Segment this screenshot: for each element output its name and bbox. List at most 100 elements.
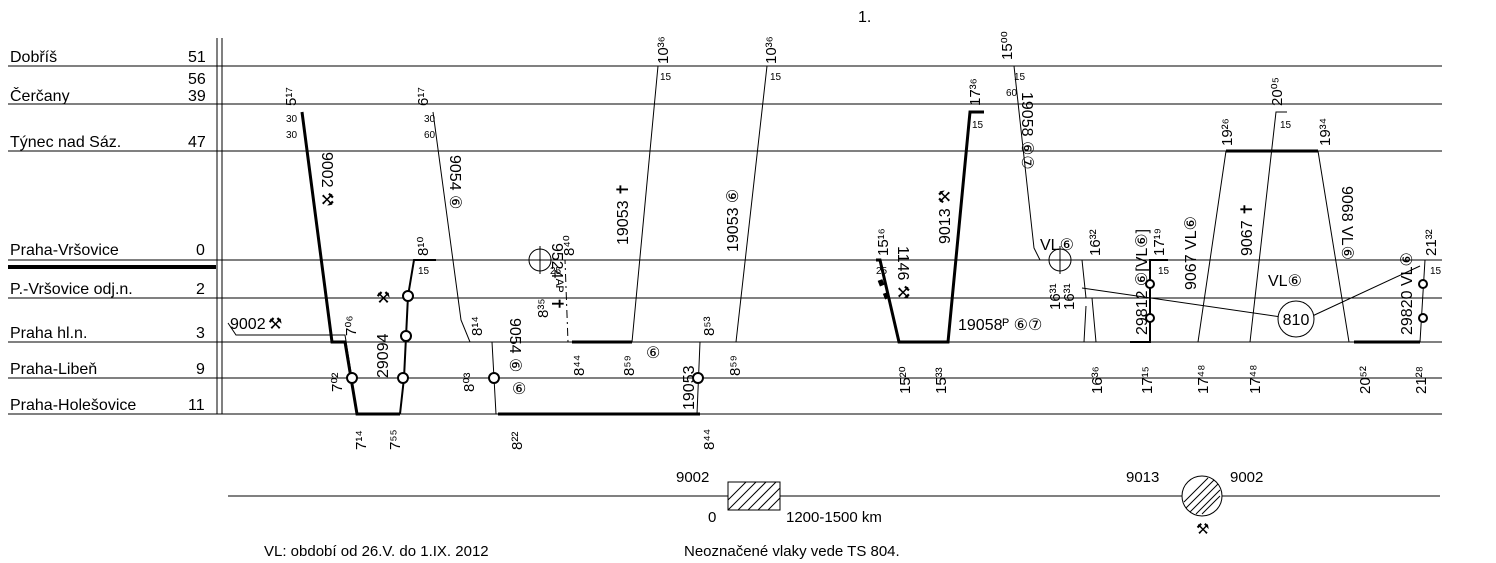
legend-hatched-circle bbox=[1181, 475, 1223, 517]
train-label-19053c: 19053 bbox=[681, 365, 698, 410]
train-label-19053b: 19053 ⑥ bbox=[725, 189, 742, 252]
station-markers bbox=[346, 279, 1428, 384]
train-label-29812: 29812 ⑥[VL⑥] bbox=[1134, 229, 1151, 335]
time: 15¹⁶ bbox=[875, 228, 892, 256]
station-name: Čerčany bbox=[10, 86, 70, 105]
small-number: 25 bbox=[876, 266, 888, 277]
legend-hatch-lines bbox=[727, 481, 781, 511]
station-km: 0 bbox=[196, 242, 205, 259]
small-number: 15 bbox=[1280, 120, 1292, 131]
time: 7⁰⁶ bbox=[343, 315, 360, 336]
time: 17¹⁵ bbox=[1139, 366, 1156, 394]
train-label-19058p: 19058ᴾ ⑥⑦ bbox=[958, 317, 1042, 334]
small-number: 15 bbox=[660, 72, 672, 83]
time: 16³⁶ bbox=[1089, 366, 1106, 394]
time: 16³¹ bbox=[1061, 283, 1078, 310]
time: 7⁵⁵ bbox=[387, 429, 404, 450]
time: 8²² bbox=[509, 432, 526, 450]
station-name: Praha-Vršovice bbox=[10, 242, 119, 259]
train-label-19053a: 19053 ✝ bbox=[615, 183, 632, 245]
page-number: 1. bbox=[858, 9, 871, 26]
legend-circle-left: 9013 bbox=[1126, 469, 1159, 486]
train-label-9067b: 9067 ✝ bbox=[1239, 203, 1256, 256]
station-name: Praha-Libeň bbox=[10, 361, 97, 378]
station-km: 9 bbox=[196, 361, 205, 378]
time: 8⁵³ bbox=[701, 316, 718, 336]
time: 16³¹ bbox=[1047, 283, 1064, 310]
time: 8⁵⁹ bbox=[621, 355, 638, 376]
train-label-9068: 9068 VL⑥ bbox=[1338, 186, 1355, 260]
train-label-9013: 9013 ⚒ bbox=[937, 190, 954, 244]
time: 17¹⁹ bbox=[1151, 228, 1168, 256]
train-label-29820: 29820 VL⑥ bbox=[1399, 252, 1416, 335]
time: 19³⁴ bbox=[1317, 118, 1334, 146]
time: 17⁴⁸ bbox=[1247, 365, 1264, 394]
time: 8¹⁴ bbox=[469, 316, 486, 336]
station-name: Praha-Holešovice bbox=[10, 397, 136, 414]
time-labels: 5¹⁷ 6¹⁷ 10³⁶ 10³⁶ 17³⁶ 15⁰⁰ 20⁰⁵ 19²⁶ 19… bbox=[283, 31, 1440, 450]
small-number: 30 bbox=[286, 114, 298, 125]
station-name: P.-Vršovice odj.n. bbox=[10, 281, 133, 298]
time: 8⁴⁰ bbox=[561, 235, 578, 256]
train-label-9054: 9054 ⑥ bbox=[446, 155, 463, 209]
circle-810-label: 810 bbox=[1283, 312, 1310, 329]
small-number: 15 bbox=[1430, 266, 1442, 277]
time: 8¹⁰ bbox=[415, 237, 432, 256]
legend: 9002 0 1200-1500 km 9013 9002 ⚒ bbox=[228, 469, 1440, 538]
time: 21²⁸ bbox=[1413, 366, 1430, 394]
station-labels: Dobříš 51 56 Čerčany 39 Týnec nad Sáz. 4… bbox=[10, 49, 206, 414]
station-km: 51 bbox=[188, 49, 206, 66]
small-number: 30 bbox=[286, 130, 298, 141]
train-path-9054 bbox=[432, 111, 700, 416]
train-path-19058 bbox=[960, 65, 1130, 343]
circle-810: 810 bbox=[1277, 300, 1315, 338]
station-name: Týnec nad Sáz. bbox=[10, 134, 121, 151]
station-km: 11 bbox=[188, 397, 205, 414]
time: 15³³ bbox=[933, 367, 950, 394]
small-number: 15 bbox=[1158, 266, 1170, 277]
train-label-9067a: 9067 VL⑥ bbox=[1183, 216, 1200, 290]
legend-circle-hatch bbox=[1183, 477, 1221, 515]
train-label-9524: 9524ᴬᴾ ✝ bbox=[548, 243, 565, 310]
time: 8⁴⁴ bbox=[701, 429, 718, 450]
circle6-label: ⑥ bbox=[646, 345, 660, 362]
time: 7⁰² bbox=[329, 373, 346, 392]
small-number: 15 bbox=[972, 120, 984, 131]
train-path-29812 bbox=[1130, 259, 1168, 343]
time: 8³⁵ bbox=[535, 298, 552, 318]
legend-circle-right: 9002 bbox=[1230, 469, 1263, 486]
station-km: 56 bbox=[188, 71, 206, 88]
time: 17⁴⁸ bbox=[1195, 365, 1212, 394]
legend-zero: 0 bbox=[708, 509, 716, 526]
time: 20⁰⁵ bbox=[1269, 77, 1286, 106]
time: 7¹⁴ bbox=[353, 430, 370, 450]
train-path-vl-link bbox=[1081, 287, 1289, 319]
legend-range: 1200-1500 km bbox=[786, 509, 882, 526]
train-path-9067 bbox=[1150, 111, 1318, 343]
train-path-vl-link-2 bbox=[1307, 265, 1421, 319]
small-number: 60 bbox=[1006, 88, 1018, 99]
legend-hammers-icon: ⚒ bbox=[1196, 521, 1209, 538]
time: 15²⁰ bbox=[897, 366, 914, 394]
train-label-9002-left: 9002 bbox=[230, 316, 266, 333]
small-number: 15 bbox=[1014, 72, 1026, 83]
crossing-markers bbox=[526, 246, 1074, 274]
time: 17³⁶ bbox=[967, 78, 984, 106]
train-path-19053 bbox=[570, 65, 781, 415]
train-label-19058: 19058 ⑥⑦ bbox=[1018, 92, 1035, 170]
small-number: 15 bbox=[770, 72, 782, 83]
time: 21³² bbox=[1423, 229, 1440, 256]
time: 19²⁶ bbox=[1219, 118, 1236, 146]
time: 10³⁶ bbox=[655, 36, 672, 64]
small-number: 60 bbox=[424, 130, 436, 141]
time: 8⁵⁹ bbox=[727, 355, 744, 376]
legend-rect-train: 9002 bbox=[676, 469, 709, 486]
station-name: Praha hl.n. bbox=[10, 325, 87, 342]
time: 6¹⁷ bbox=[415, 87, 432, 106]
station-km: 47 bbox=[188, 134, 206, 151]
time: 20⁵² bbox=[1357, 366, 1374, 394]
train-labels: 9002 ⚒ 9002 ⚒ 29094 ⚒ 9054 ⑥ 9054 ⑥ 9524… bbox=[230, 92, 1416, 410]
station-km: 39 bbox=[188, 88, 206, 105]
circle6-label: ⑥ bbox=[512, 381, 526, 398]
